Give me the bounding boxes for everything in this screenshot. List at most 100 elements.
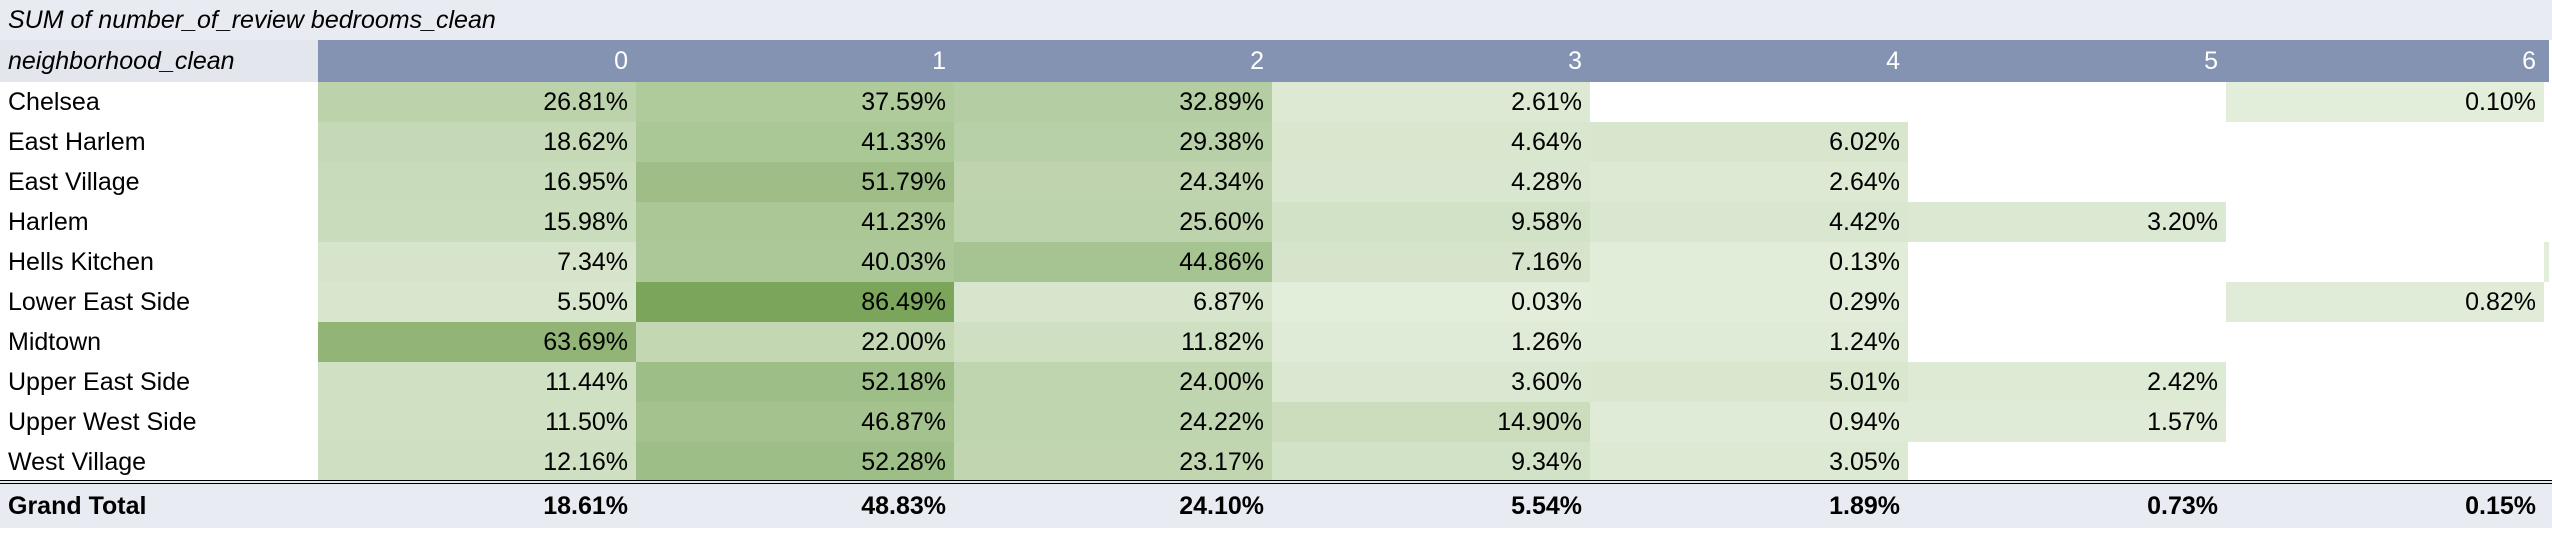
table-cell[interactable]: 41.33% bbox=[636, 122, 954, 162]
table-cell[interactable]: 7.16% bbox=[1272, 242, 1590, 282]
table-cell[interactable]: 52.28% bbox=[636, 442, 954, 482]
table-cell[interactable]: 0.03% bbox=[1272, 282, 1590, 322]
table-cell[interactable]: 24.22% bbox=[954, 402, 1272, 442]
table-cell[interactable]: 40.03% bbox=[636, 242, 954, 282]
grand-total-cell[interactable]: 1.89% bbox=[1590, 484, 1908, 528]
column-header-2[interactable]: 2 bbox=[954, 40, 1272, 82]
value-field-label: SUM of number_of_review bbox=[8, 5, 304, 34]
table-cell[interactable] bbox=[1908, 122, 2226, 162]
table-cell[interactable]: 6.02% bbox=[1590, 122, 1908, 162]
grand-total-cell[interactable]: 0.15% bbox=[2226, 484, 2544, 528]
table-cell[interactable] bbox=[2226, 162, 2544, 202]
table-cell[interactable]: 37.59% bbox=[636, 82, 954, 122]
table-cell[interactable]: 3.05% bbox=[1590, 442, 1908, 482]
row-label[interactable]: East Harlem bbox=[0, 122, 318, 162]
table-cell[interactable] bbox=[1908, 162, 2226, 202]
table-cell[interactable]: 22.00% bbox=[636, 322, 954, 362]
table-cell[interactable]: 32.89% bbox=[954, 82, 1272, 122]
grand-total-cell[interactable]: 18.61% bbox=[318, 484, 636, 528]
row-label[interactable]: Midtown bbox=[0, 322, 318, 362]
row-label[interactable]: Lower East Side bbox=[0, 282, 318, 322]
column-field-label: bedrooms_clean bbox=[310, 5, 496, 34]
column-header-6[interactable]: 6 bbox=[2226, 40, 2544, 82]
table-cell[interactable]: 0.13% bbox=[1590, 242, 1908, 282]
column-header-0[interactable]: 0 bbox=[318, 40, 636, 82]
table-cell[interactable] bbox=[2226, 202, 2544, 242]
table-cell[interactable] bbox=[2226, 242, 2544, 282]
table-cell[interactable] bbox=[1908, 242, 2226, 282]
grand-total-label[interactable]: Grand Total bbox=[0, 484, 318, 528]
row-label[interactable]: East Village bbox=[0, 162, 318, 202]
table-cell[interactable] bbox=[1908, 82, 2226, 122]
table-cell[interactable]: 26.81% bbox=[318, 82, 636, 122]
table-cell[interactable]: 3.60% bbox=[1272, 362, 1590, 402]
table-cell[interactable]: 5.50% bbox=[318, 282, 636, 322]
table-cell[interactable]: 3.20% bbox=[1908, 202, 2226, 242]
pivot-title[interactable]: SUM of number_of_review bedrooms_clean bbox=[0, 0, 1000, 40]
table-cell[interactable]: 86.49% bbox=[636, 282, 954, 322]
table-cell[interactable] bbox=[2226, 402, 2544, 442]
grand-total-cell[interactable]: 48.83% bbox=[636, 484, 954, 528]
row-label[interactable]: Upper East Side bbox=[0, 362, 318, 402]
table-cell[interactable]: 63.69% bbox=[318, 322, 636, 362]
table-cell[interactable]: 1.26% bbox=[1272, 322, 1590, 362]
grand-total-cell[interactable]: 5.54% bbox=[1272, 484, 1590, 528]
table-cell[interactable] bbox=[1908, 442, 2226, 482]
table-cell[interactable] bbox=[2226, 442, 2544, 482]
table-cell[interactable] bbox=[1908, 322, 2226, 362]
table-cell[interactable]: 18.62% bbox=[318, 122, 636, 162]
column-header-5[interactable]: 5 bbox=[1908, 40, 2226, 82]
overflow-cell bbox=[2544, 202, 2549, 242]
row-label[interactable]: Chelsea bbox=[0, 82, 318, 122]
table-cell[interactable]: 46.87% bbox=[636, 402, 954, 442]
table-cell[interactable]: 2.61% bbox=[1272, 82, 1590, 122]
table-cell[interactable]: 0.82% bbox=[2226, 282, 2544, 322]
table-cell[interactable]: 5.01% bbox=[1590, 362, 1908, 402]
table-cell[interactable]: 0.94% bbox=[1590, 402, 1908, 442]
table-cell[interactable]: 51.79% bbox=[636, 162, 954, 202]
table-cell[interactable] bbox=[2226, 122, 2544, 162]
table-cell[interactable] bbox=[2226, 322, 2544, 362]
column-header-3[interactable]: 3 bbox=[1272, 40, 1590, 82]
table-cell[interactable]: 23.17% bbox=[954, 442, 1272, 482]
row-label[interactable]: Upper West Side bbox=[0, 402, 318, 442]
table-cell[interactable]: 12.16% bbox=[318, 442, 636, 482]
table-cell[interactable]: 52.18% bbox=[636, 362, 954, 402]
table-cell[interactable]: 11.44% bbox=[318, 362, 636, 402]
table-cell[interactable]: 11.82% bbox=[954, 322, 1272, 362]
table-cell[interactable]: 1.24% bbox=[1590, 322, 1908, 362]
table-cell[interactable]: 16.95% bbox=[318, 162, 636, 202]
table-cell[interactable]: 9.34% bbox=[1272, 442, 1590, 482]
table-cell[interactable]: 0.10% bbox=[2226, 82, 2544, 122]
table-cell[interactable]: 0.29% bbox=[1590, 282, 1908, 322]
table-cell[interactable]: 24.00% bbox=[954, 362, 1272, 402]
table-cell[interactable]: 4.64% bbox=[1272, 122, 1590, 162]
table-cell[interactable] bbox=[1590, 82, 1908, 122]
grand-total-cell[interactable]: 24.10% bbox=[954, 484, 1272, 528]
table-cell[interactable]: 15.98% bbox=[318, 202, 636, 242]
table-cell[interactable]: 14.90% bbox=[1272, 402, 1590, 442]
table-cell[interactable]: 4.28% bbox=[1272, 162, 1590, 202]
grand-total-cell[interactable]: 0.73% bbox=[1908, 484, 2226, 528]
row-label[interactable]: West Village bbox=[0, 442, 318, 482]
table-cell[interactable]: 2.42% bbox=[1908, 362, 2226, 402]
table-cell[interactable] bbox=[1908, 282, 2226, 322]
table-cell[interactable]: 7.34% bbox=[318, 242, 636, 282]
table-cell[interactable]: 25.60% bbox=[954, 202, 1272, 242]
table-cell[interactable]: 9.58% bbox=[1272, 202, 1590, 242]
column-header-1[interactable]: 1 bbox=[636, 40, 954, 82]
row-label[interactable]: Hells Kitchen bbox=[0, 242, 318, 282]
table-cell[interactable]: 29.38% bbox=[954, 122, 1272, 162]
table-cell[interactable]: 41.23% bbox=[636, 202, 954, 242]
table-cell[interactable]: 44.86% bbox=[954, 242, 1272, 282]
table-cell[interactable]: 1.57% bbox=[1908, 402, 2226, 442]
column-header-4[interactable]: 4 bbox=[1590, 40, 1908, 82]
table-cell[interactable]: 24.34% bbox=[954, 162, 1272, 202]
table-cell[interactable]: 2.64% bbox=[1590, 162, 1908, 202]
row-label[interactable]: Harlem bbox=[0, 202, 318, 242]
table-cell[interactable]: 4.42% bbox=[1590, 202, 1908, 242]
row-field-label[interactable]: neighborhood_clean bbox=[0, 40, 318, 82]
table-cell[interactable]: 6.87% bbox=[954, 282, 1272, 322]
table-cell[interactable] bbox=[2226, 362, 2544, 402]
table-cell[interactable]: 11.50% bbox=[318, 402, 636, 442]
